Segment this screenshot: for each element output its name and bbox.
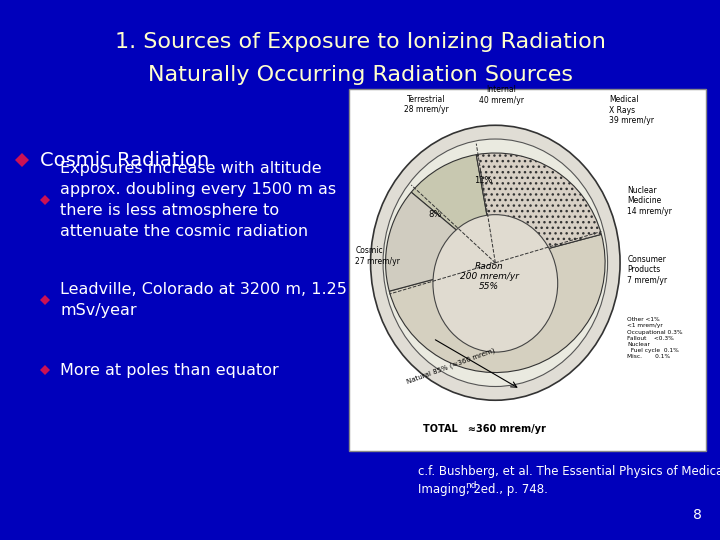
Text: nd: nd bbox=[466, 481, 477, 489]
Wedge shape bbox=[390, 234, 605, 373]
Text: Natural 85% (≈360 mrem): Natural 85% (≈360 mrem) bbox=[405, 347, 495, 385]
Ellipse shape bbox=[433, 214, 558, 352]
Text: Naturally Occurring Radiation Sources: Naturally Occurring Radiation Sources bbox=[148, 65, 572, 85]
Text: 1. Sources of Exposure to Ionizing Radiation: 1. Sources of Exposure to Ionizing Radia… bbox=[114, 32, 606, 52]
Text: Leadville, Colorado at 3200 m, 1.25
mSv/year: Leadville, Colorado at 3200 m, 1.25 mSv/… bbox=[60, 282, 347, 318]
Ellipse shape bbox=[371, 125, 620, 400]
Text: 11%: 11% bbox=[474, 176, 492, 185]
Text: Other <1%
<1 mrem/yr
Occupational 0.3%
Fallout    <0.3%
Nuclear
  Fuel cycle  0.: Other <1% <1 mrem/yr Occupational 0.3% F… bbox=[627, 318, 683, 360]
Text: Exposures increase with altitude
approx. doubling every 1500 m as
there is less : Exposures increase with altitude approx.… bbox=[60, 161, 336, 239]
Text: Medical
X Rays
39 mrem/yr: Medical X Rays 39 mrem/yr bbox=[609, 96, 654, 125]
Text: More at poles than equator: More at poles than equator bbox=[60, 362, 279, 377]
Wedge shape bbox=[411, 154, 495, 263]
Ellipse shape bbox=[383, 139, 608, 387]
Text: 8: 8 bbox=[693, 508, 702, 522]
FancyBboxPatch shape bbox=[349, 89, 706, 451]
Text: Internal
40 mrem/yr: Internal 40 mrem/yr bbox=[479, 85, 524, 105]
Text: Consumer
Products
7 mrem/yr: Consumer Products 7 mrem/yr bbox=[627, 255, 667, 285]
Wedge shape bbox=[476, 153, 601, 263]
Text: ed., p. 748.: ed., p. 748. bbox=[477, 483, 547, 496]
Text: c.f. Bushberg, et al. The Essential Physics of Medical: c.f. Bushberg, et al. The Essential Phys… bbox=[418, 465, 720, 478]
Text: Imaging, 2: Imaging, 2 bbox=[418, 483, 481, 496]
Text: 8%: 8% bbox=[429, 210, 442, 219]
Text: TOTAL   ≈360 mrem/yr: TOTAL ≈360 mrem/yr bbox=[423, 424, 546, 434]
Text: Cosmic Radiation: Cosmic Radiation bbox=[40, 151, 210, 170]
Text: Radon
200 mrem/yr
55%: Radon 200 mrem/yr 55% bbox=[459, 261, 518, 292]
Wedge shape bbox=[385, 192, 495, 291]
Text: Nuclear
Medicine
14 mrem/yr: Nuclear Medicine 14 mrem/yr bbox=[627, 186, 672, 216]
Text: Terrestrial
28 mrem/yr: Terrestrial 28 mrem/yr bbox=[405, 95, 449, 114]
Text: Cosmic
27 mrem/yr: Cosmic 27 mrem/yr bbox=[355, 246, 400, 266]
